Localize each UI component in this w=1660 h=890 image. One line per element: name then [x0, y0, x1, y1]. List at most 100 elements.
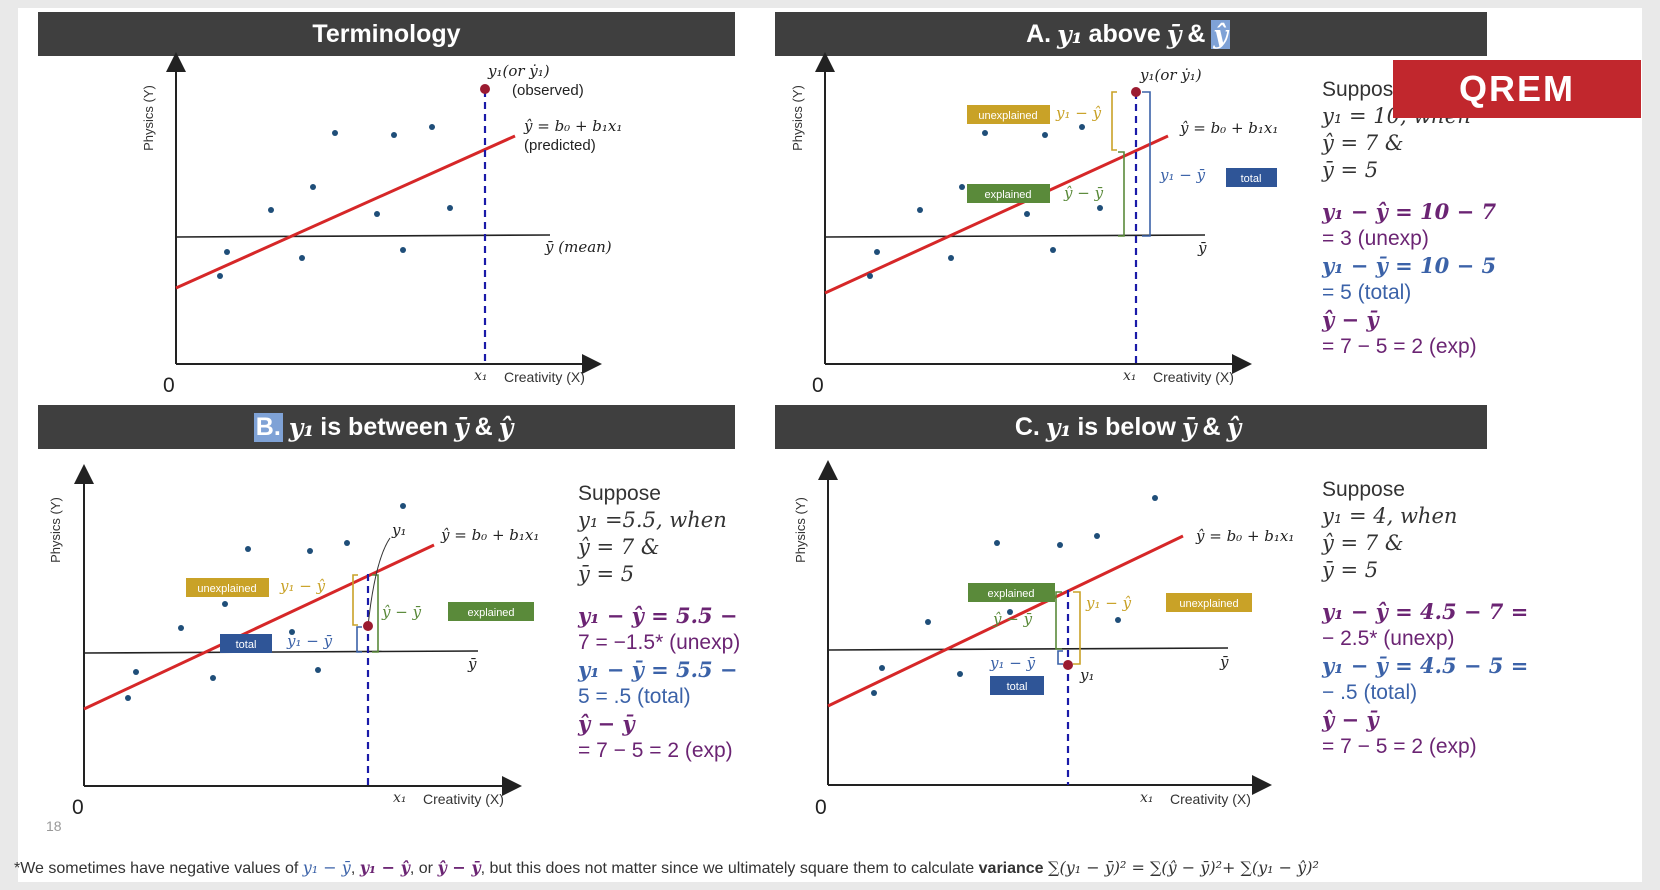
b-text-y1: y₁ =5.5, when [578, 508, 727, 532]
b-mean-line [83, 650, 479, 654]
c-dot [925, 619, 931, 625]
footer-note: *We sometimes have negative values of y₁… [14, 858, 1319, 878]
title-a-prefix: A. [1026, 19, 1052, 48]
a-dot [917, 207, 923, 213]
c-dot [871, 690, 877, 696]
a-text-ybar: ȳ = 5 [1322, 158, 1379, 182]
c-ylabel: Physics (Y) [793, 497, 808, 563]
b-explained-tag-text: explained [467, 607, 514, 619]
t-dot [224, 249, 230, 255]
qrem-logo: QREM [1393, 60, 1641, 118]
footer-math1: y₁ − ȳ [302, 858, 351, 877]
a-xlabel: Creativity (X) [1153, 369, 1234, 385]
t-dot [299, 255, 305, 261]
t-observed-point [480, 84, 490, 94]
qrem-logo-text: QREM [1459, 68, 1575, 109]
c-scatter-dots [871, 495, 1158, 696]
b-ylabel: Physics (Y) [48, 497, 63, 563]
c-y1-minus-yhat: y₁ − ŷ [1085, 594, 1132, 612]
b-text-unexp-eq: y₁ − ŷ = 5.5 − [578, 603, 738, 628]
b-text-exp-eq: ŷ − ȳ [578, 711, 635, 736]
c-origin: 0 [815, 796, 827, 819]
b-text-suppose: Suppose [578, 482, 661, 505]
c-text-exp-eq: ŷ − ȳ [1322, 707, 1379, 732]
a-scatter-dots [867, 124, 1103, 279]
a-text-yhat: ŷ = 7 & [1322, 131, 1404, 155]
t-observed-label: (observed) [512, 82, 584, 99]
c-unexplained-tag [1166, 593, 1252, 612]
c-dot [879, 665, 885, 671]
a-text-suppose: Suppose [1322, 78, 1405, 101]
b-y1-label: y₁ [391, 521, 407, 539]
t-predicted-math: ŷ = b₀ + b₁x₁ [523, 117, 622, 135]
a-dot [982, 130, 988, 136]
a-dot [1079, 124, 1085, 130]
b-unexplained-tag-text: unexplained [197, 583, 256, 595]
b-dot [307, 548, 313, 554]
title-terminology: Terminology [38, 12, 735, 56]
c-text-suppose: Suppose [1322, 478, 1405, 501]
c-text-yhat: ŷ = 7 & [1322, 531, 1404, 555]
b-text-exp-result: = 7 − 5 = 2 (exp) [578, 739, 733, 762]
page-number: 18 [46, 818, 62, 834]
title-c-amp: & [1202, 412, 1221, 441]
panel-c-diagram: explained unexplained total ŷ − ȳ y₁ − ŷ… [793, 460, 1294, 819]
b-text-ybar: ȳ = 5 [578, 562, 635, 586]
b-y1-pointer [367, 537, 391, 627]
a-dot [1042, 132, 1048, 138]
t-xlabel: Creativity (X) [504, 369, 585, 385]
a-text-total-result: = 5 (total) [1322, 281, 1412, 304]
c-text-total-eq: y₁ − ȳ = 4.5 − 5 = [1322, 653, 1529, 678]
panel-b-explanation: Suppose y₁ =5.5, when ŷ = 7 & ȳ = 5 y₁ −… [578, 480, 740, 764]
c-unexplained-bracket [1073, 591, 1081, 665]
a-unexplained-tag-text: unexplained [978, 110, 1037, 122]
c-dot [957, 671, 963, 677]
t-dot [268, 207, 274, 213]
t-observed-math: y₁(or ẏ₁) [487, 62, 550, 80]
b-y1-minus-yhat: y₁ − ŷ [279, 577, 326, 595]
t-dot [332, 130, 338, 136]
b-text-unexp-result: 7 = −1.5* (unexp) [578, 631, 741, 654]
c-y1-label: y₁ [1079, 666, 1095, 684]
c-text-unexp-result: − 2.5* (unexp) [1322, 627, 1455, 650]
a-text-total-eq: y₁ − ȳ = 10 − 5 [1322, 253, 1497, 278]
c-text-y1: y₁ = 4, when [1322, 504, 1458, 528]
b-dot [133, 669, 139, 675]
t-x1: x₁ [474, 368, 488, 384]
c-text-exp-result: = 7 − 5 = 2 (exp) [1322, 735, 1477, 758]
t-regression-line [175, 134, 516, 290]
panel-a-diagram: unexplained explained total y₁ − ŷ ŷ − ȳ… [790, 52, 1278, 397]
a-y1-minus-yhat: y₁ − ŷ [1055, 104, 1102, 122]
title-b-text: is between [320, 412, 449, 441]
title-panel-c: C. y₁ is below ȳ & ŷ [775, 405, 1487, 449]
b-regression-line [83, 543, 435, 711]
title-c-prefix: C. [1014, 412, 1040, 441]
a-explained-bracket [1118, 151, 1125, 237]
a-dot [959, 184, 965, 190]
a-text-exp-result: = 7 − 5 = 2 (exp) [1322, 335, 1477, 358]
b-total-bracket [356, 626, 362, 653]
a-dot [874, 249, 880, 255]
footer-sep2: , or [409, 860, 434, 877]
b-explained-bracket [372, 574, 379, 653]
b-dot [289, 629, 295, 635]
c-explained-bracket [1055, 591, 1062, 650]
a-dot [867, 273, 873, 279]
b-dot [178, 625, 184, 631]
t-dot [447, 205, 453, 211]
a-ybar-label: ȳ [1197, 239, 1207, 257]
b-unexplained-bracket [352, 574, 358, 626]
a-explained-tag-text: explained [984, 189, 1031, 201]
t-ylabel: Physics (Y) [141, 85, 156, 151]
a-text-unexp-result: = 3 (unexp) [1322, 227, 1429, 250]
a-regression-label: ŷ = b₀ + b₁x₁ [1179, 119, 1278, 137]
a-ylabel: Physics (Y) [790, 85, 805, 151]
b-observed-point [363, 621, 373, 631]
b-dot [315, 667, 321, 673]
c-text-total-result: − .5 (total) [1322, 681, 1418, 704]
b-dot [245, 546, 251, 552]
a-total-bracket [1142, 91, 1151, 237]
b-origin: 0 [72, 796, 84, 819]
a-x1: x₁ [1123, 368, 1137, 384]
footer-math3: ŷ − ȳ [437, 858, 481, 877]
